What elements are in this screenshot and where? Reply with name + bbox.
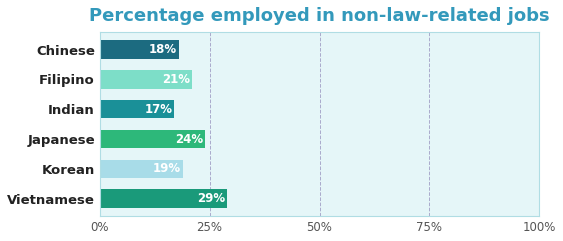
Bar bbox=[100, 40, 179, 59]
Bar bbox=[100, 130, 205, 148]
Bar bbox=[100, 160, 183, 178]
Title: Percentage employed in non-law-related jobs: Percentage employed in non-law-related j… bbox=[89, 7, 550, 25]
Text: 17%: 17% bbox=[144, 103, 172, 116]
Bar bbox=[100, 70, 192, 89]
Text: 29%: 29% bbox=[197, 192, 225, 205]
Bar bbox=[100, 189, 227, 208]
Text: 24%: 24% bbox=[175, 133, 203, 146]
Bar bbox=[100, 100, 175, 119]
Text: 19%: 19% bbox=[153, 162, 181, 175]
Text: 21%: 21% bbox=[162, 73, 190, 86]
Text: 18%: 18% bbox=[149, 43, 177, 56]
